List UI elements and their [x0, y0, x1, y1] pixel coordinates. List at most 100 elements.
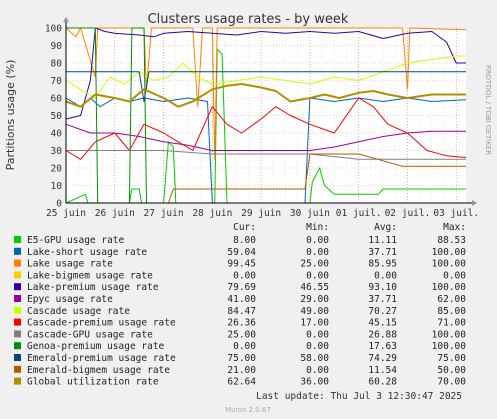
- x-tick-label: 26 juin: [95, 208, 135, 219]
- legend-swatch: [14, 365, 21, 373]
- y-tick-label: 100: [45, 24, 62, 35]
- series-line-1: [65, 97, 467, 204]
- legend-series-name: Global utilization rate: [27, 377, 159, 388]
- legend-value-min: 29.00: [300, 294, 329, 305]
- rrdtool-credit: RRDTOOL / TOBI OETIKER: [484, 65, 492, 155]
- legend-value-cur: 21.00: [227, 365, 256, 376]
- legend-value-avg: 11.11: [368, 235, 397, 246]
- legend-swatch: [14, 330, 21, 338]
- legend-value-max: 50.00: [437, 365, 466, 376]
- legend-value-max: 71.00: [437, 318, 466, 329]
- y-tick-label: 0: [56, 199, 62, 210]
- y-tick-label: 80: [51, 59, 63, 70]
- series-line-8: [66, 150, 466, 160]
- legend-value-avg: 0.00: [374, 270, 397, 281]
- legend-value-avg: 93.10: [368, 282, 397, 293]
- legend-value-cur: 99.45: [227, 259, 256, 270]
- x-tick-label: 27 juin: [144, 208, 184, 219]
- y-tick-label: 70: [51, 76, 63, 87]
- legend-value-max: 85.00: [437, 306, 466, 317]
- legend-value-min: 0.00: [306, 329, 329, 340]
- legend-value-avg: 60.28: [368, 377, 397, 388]
- legend-value-avg: 85.95: [368, 259, 397, 270]
- y-tick-label: 60: [51, 94, 63, 105]
- legend-swatch: [14, 342, 21, 350]
- legend-value-avg: 17.63: [368, 341, 397, 352]
- legend-swatch: [14, 247, 21, 255]
- y-tick-label: 30: [51, 146, 63, 157]
- x-tick-label: 29 juin: [241, 208, 281, 219]
- last-update: Last update: Thu Jul 3 12:30:47 2025: [256, 391, 462, 402]
- legend-series-name: Cascade-premium usage rate: [27, 318, 176, 329]
- legend-value-max: 100.00: [432, 329, 467, 340]
- chart-title: Clusters usage rates - by week: [148, 12, 349, 27]
- legend-value-cur: 0.00: [233, 270, 256, 281]
- legend-value-cur: 59.04: [227, 247, 256, 258]
- legend-series-name: Emerald-premium usage rate: [27, 353, 176, 364]
- y-tick-label: 90: [51, 41, 63, 52]
- series-line-6: [65, 55, 466, 99]
- legend-value-cur: 8.00: [233, 235, 256, 246]
- legend-value-avg: 70.27: [368, 306, 397, 317]
- munin-version: Munin 2.0.67: [225, 406, 271, 414]
- legend-value-avg: 74.29: [368, 353, 397, 364]
- legend-swatch: [14, 354, 21, 361]
- legend-series-name: Lake-bigmem usage rate: [27, 270, 153, 281]
- y-axis-arrow: [63, 17, 69, 22]
- x-tick-label: 01 juil.: [336, 208, 382, 219]
- legend-series-name: Emerald-bigmem usage rate: [27, 365, 170, 376]
- legend-series-name: Lake-premium usage rate: [27, 282, 159, 293]
- legend-swatch: [14, 295, 21, 302]
- y-tick-label: 20: [51, 164, 63, 175]
- x-tick-label: 30 juin: [290, 208, 330, 219]
- legend-series-name: Cascade-GPU usage rate: [27, 329, 153, 340]
- legend-value-max: 100.00: [432, 259, 467, 270]
- legend-swatch: [14, 283, 21, 291]
- y-axis-label: Partitions usage (%): [4, 60, 17, 171]
- legend-swatch: [14, 271, 21, 279]
- legend-swatch: [14, 318, 21, 326]
- legend-value-min: 0.00: [306, 247, 329, 258]
- legend-value-max: 75.00: [437, 353, 466, 364]
- legend-value-min: 0.00: [306, 235, 329, 246]
- legend-value-avg: 45.15: [368, 318, 397, 329]
- legend-value-cur: 75.00: [227, 353, 256, 364]
- x-tick-label: 03 juil.: [433, 208, 479, 219]
- tick-labels: 0 10 20 30 40 50 60 70 80 90 100 25 juin 26 juin 27 j…: [45, 24, 479, 220]
- legend-value-max: 100.00: [432, 341, 467, 352]
- series-line-5: [65, 123, 466, 151]
- legend-value-min: 0.00: [306, 365, 329, 376]
- legend-column-header: Min:: [306, 222, 329, 233]
- legend-series-name: Genoa-premium usage rate: [27, 341, 165, 352]
- legend-value-min: 46.55: [300, 282, 329, 293]
- series-line-7: [65, 97, 467, 160]
- legend-value-cur: 79.69: [227, 282, 256, 293]
- legend-column-header: Max:: [443, 222, 466, 233]
- legend: Cur: Min: Avg: Max: E5-GPU usage rate 8.00 0.0…: [14, 222, 466, 388]
- legend-value-min: 58.00: [300, 353, 329, 364]
- legend-swatch: [14, 377, 21, 385]
- legend-value-min: 49.00: [300, 306, 329, 317]
- legend-value-max: 70.00: [437, 377, 466, 388]
- series-line-10: [66, 71, 466, 102]
- x-tick-label: 02 juil.: [385, 208, 431, 219]
- series-line-11: [66, 153, 466, 204]
- legend-swatch: [14, 259, 21, 267]
- y-tick-label: 40: [51, 129, 63, 140]
- axes: [63, 17, 477, 206]
- legend-column-header: Avg:: [374, 222, 397, 233]
- legend-value-cur: 84.47: [227, 306, 256, 317]
- legend-series-name: Cascade usage rate: [27, 306, 130, 317]
- x-tick-label: 25 juin: [46, 208, 86, 219]
- legend-value-cur: 41.00: [227, 294, 256, 305]
- legend-series-name: Epyc usage rate: [27, 294, 113, 305]
- legend-value-min: 36.00: [300, 377, 329, 388]
- legend-value-cur: 25.00: [227, 329, 256, 340]
- x-tick-label: 28 juin: [192, 208, 232, 219]
- y-tick-label: 50: [51, 111, 63, 122]
- legend-value-avg: 11.54: [368, 365, 397, 376]
- y-tick-label: 10: [51, 181, 63, 192]
- legend-value-min: 0.00: [306, 341, 329, 352]
